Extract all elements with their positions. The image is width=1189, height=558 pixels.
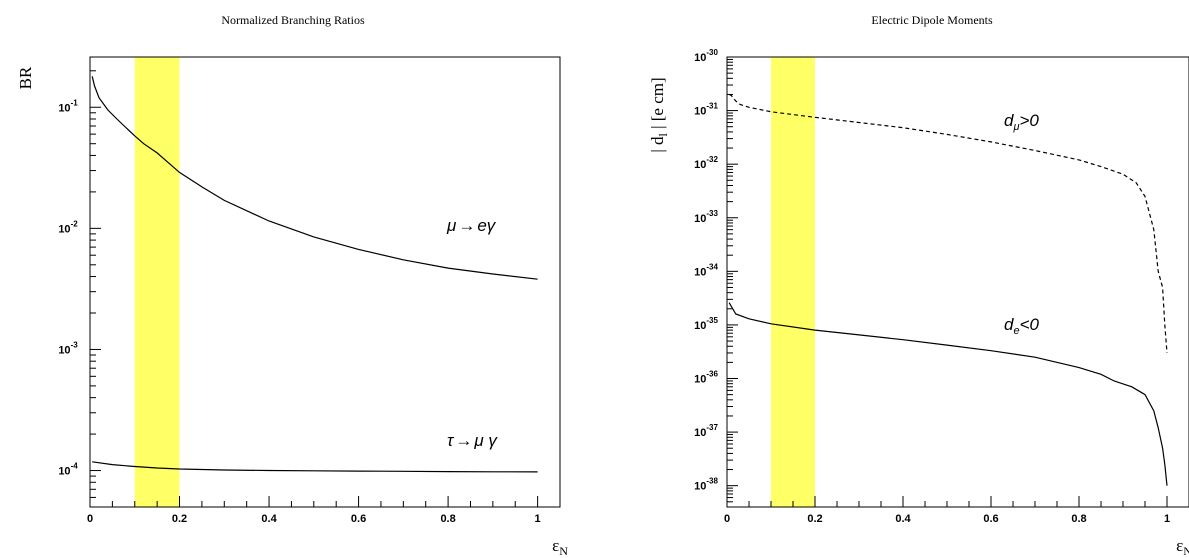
y-tick-label: 10-37 bbox=[694, 423, 718, 439]
series-line-0 bbox=[728, 93, 1168, 353]
series-label-tau-mu-gamma: τ → μ γ bbox=[447, 431, 498, 450]
x-tick-label: 1 bbox=[1164, 513, 1170, 525]
x-tick-label: 0 bbox=[87, 513, 93, 525]
right-x-axis-label-main: ε bbox=[1176, 536, 1183, 555]
right-panel: Electric Dipole Moments | dl | [e cm] εN… bbox=[648, 13, 1189, 558]
series-label-d-mu: dμ>0 bbox=[1004, 111, 1039, 133]
y-tick-label: 10-35 bbox=[694, 316, 718, 332]
y-tick-label: 10-31 bbox=[694, 102, 718, 118]
left-y-ticks: 10-1 10-2 10-3 10-4 bbox=[58, 70, 101, 508]
right-x-ticks: 0 0.2 0.4 0.6 0.8 1 bbox=[724, 496, 1170, 525]
y-tick-label: 10-38 bbox=[694, 477, 718, 493]
x-tick-label: 0.6 bbox=[983, 513, 998, 525]
x-tick-label: 0 bbox=[724, 513, 730, 525]
series-line-1 bbox=[728, 302, 1168, 486]
right-series-lines bbox=[728, 93, 1168, 486]
x-tick-label: 0.4 bbox=[895, 513, 911, 525]
y-tick-label: 10-33 bbox=[694, 209, 718, 225]
right-plot-frame bbox=[726, 56, 1189, 508]
right-y-axis-label: | dl | [e cm] bbox=[648, 77, 670, 152]
x-tick-label: 0.8 bbox=[440, 513, 455, 525]
y-tick-label: 10-30 bbox=[694, 48, 718, 64]
left-x-ticks: 0 0.2 0.4 0.6 0.8 1 bbox=[87, 496, 541, 525]
right-x-axis-label-sub: N bbox=[1183, 544, 1189, 558]
left-plot-frame bbox=[89, 56, 561, 508]
series-line-0 bbox=[91, 76, 538, 280]
right-highlight-band bbox=[771, 57, 815, 507]
x-tick-label: 0.6 bbox=[351, 513, 366, 525]
right-chart-title: Electric Dipole Moments bbox=[871, 13, 993, 27]
x-tick-label: 0.4 bbox=[261, 513, 277, 525]
series-line-1 bbox=[92, 461, 538, 473]
left-x-axis-label-sub: N bbox=[559, 544, 568, 558]
left-series-lines bbox=[91, 76, 538, 473]
left-y-axis-label: BR bbox=[16, 66, 35, 89]
y-tick-label: 10-32 bbox=[694, 155, 718, 171]
y-tick-label: 10-34 bbox=[694, 262, 718, 278]
left-highlight-band bbox=[134, 57, 180, 507]
x-tick-label: 0.2 bbox=[172, 513, 187, 525]
y-tick-label: 10-1 bbox=[58, 98, 78, 114]
left-chart-title: Normalized Branching Ratios bbox=[221, 13, 365, 27]
right-y-ticks: 10-30 10-31 10-32 10-33 10-34 10-35 10-36 10-37… bbox=[694, 48, 738, 508]
x-tick-label: 0.8 bbox=[1071, 513, 1086, 525]
y-tick-label: 10-2 bbox=[58, 219, 78, 235]
y-tick-label: 10-4 bbox=[58, 462, 78, 478]
y-tick-label: 10-3 bbox=[58, 340, 78, 356]
series-label-mu-e-gamma: μ → eγ bbox=[446, 216, 497, 235]
left-x-axis-label-main: ε bbox=[552, 536, 559, 555]
x-tick-label: 1 bbox=[535, 513, 541, 525]
series-label-d-e: de<0 bbox=[1004, 315, 1040, 337]
y-tick-label: 10-36 bbox=[694, 370, 718, 386]
left-x-axis-label: εN bbox=[552, 536, 568, 558]
right-x-axis-label: εN bbox=[1176, 536, 1189, 558]
x-tick-label: 0.2 bbox=[807, 513, 822, 525]
left-panel: Normalized Branching Ratios BR εN 0 0.2 0.… bbox=[16, 13, 568, 558]
